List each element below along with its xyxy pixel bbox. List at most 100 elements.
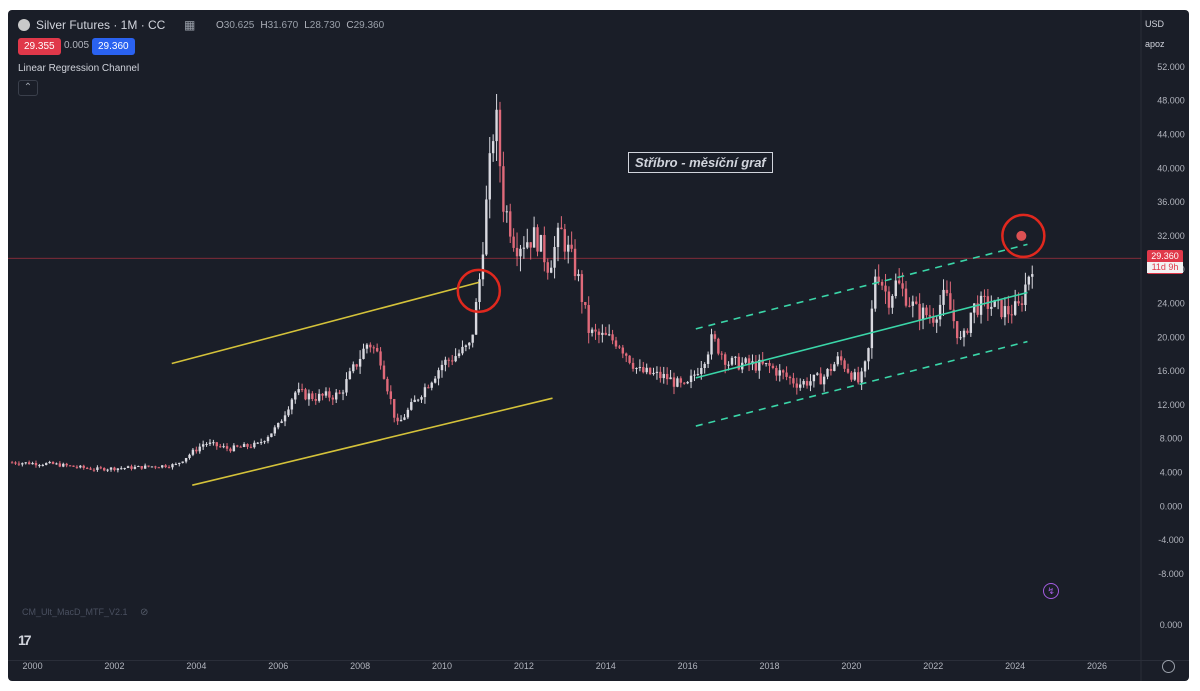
- candle-body: [543, 235, 546, 263]
- candle-body: [55, 463, 58, 465]
- y-tick-label: 0.000: [1160, 501, 1183, 511]
- candle-body: [423, 387, 427, 398]
- scale-mode-selector[interactable]: apoz: [1142, 36, 1183, 52]
- candle-body: [297, 389, 300, 393]
- candle-body: [645, 367, 648, 373]
- candle-body: [103, 467, 106, 471]
- candle-body: [502, 166, 505, 212]
- candle-body: [802, 381, 805, 385]
- y-tick-label: 16.000: [1157, 366, 1185, 376]
- candle-body: [857, 372, 860, 383]
- chevron-up-icon[interactable]: ⌃: [18, 80, 38, 96]
- candle-body: [38, 465, 41, 467]
- x-tick-label: 2018: [760, 661, 780, 671]
- candle-body: [113, 467, 116, 471]
- candle-body: [208, 442, 212, 444]
- candle-body: [679, 378, 683, 383]
- candle-body: [938, 304, 942, 320]
- tradingview-logo[interactable]: 17: [18, 632, 32, 648]
- candle-body: [229, 448, 232, 452]
- x-tick-label: 2000: [23, 661, 43, 671]
- candle-body: [949, 293, 952, 310]
- bolt-icon[interactable]: ↯: [1043, 583, 1059, 599]
- candle-body: [215, 442, 219, 447]
- price-tag-countdown: 11d 9h: [1147, 262, 1183, 273]
- candle-body: [884, 285, 887, 292]
- candle-body: [270, 433, 273, 438]
- candle-body: [747, 358, 751, 365]
- symbol-title[interactable]: Silver Futures · 1M · CC: [18, 18, 165, 32]
- candle-body: [764, 363, 768, 365]
- candle-body: [365, 344, 369, 349]
- candle-body: [17, 463, 21, 465]
- candle-body: [338, 392, 341, 394]
- four-squares-icon[interactable]: ▦: [184, 18, 196, 32]
- candle-body: [567, 244, 570, 252]
- x-tick-label: 2008: [350, 661, 370, 671]
- candle-body: [843, 360, 846, 369]
- candle-body: [109, 467, 113, 470]
- candle-body: [979, 295, 983, 315]
- candle-body: [594, 329, 597, 332]
- candle-body: [730, 357, 734, 365]
- candle-body: [348, 371, 352, 380]
- candle-body: [642, 367, 645, 373]
- regression-channel-line: [171, 281, 480, 365]
- ohlc-value-o: 30.625: [223, 20, 255, 31]
- candle-body: [471, 334, 474, 343]
- candle-body: [942, 289, 945, 305]
- candle-body: [812, 374, 816, 382]
- candle-body: [178, 462, 181, 465]
- candle-body: [546, 262, 549, 273]
- candle-body: [549, 267, 553, 273]
- indicator-label[interactable]: Linear Regression Channel: [18, 63, 140, 74]
- currency-selector[interactable]: USD: [1142, 16, 1183, 32]
- sell-price-button[interactable]: 29.355: [18, 38, 61, 55]
- candle-body: [723, 354, 727, 365]
- candle-body: [99, 467, 103, 469]
- candle-body: [317, 393, 321, 401]
- candle-body: [328, 391, 331, 398]
- candle-body: [908, 305, 911, 307]
- regression-channel-line: [695, 291, 1028, 379]
- price-chart[interactable]: 52.00048.00044.00040.00036.00032.00028.0…: [8, 10, 1189, 681]
- currency-label: USD: [1145, 19, 1165, 29]
- candle-body: [242, 444, 246, 448]
- candle-body: [485, 199, 488, 255]
- candle-body: [420, 397, 423, 400]
- ohlc-value-l: 28.730: [309, 20, 341, 31]
- candle-body: [290, 399, 294, 410]
- gear-icon[interactable]: [1162, 660, 1175, 673]
- y-tick-label: -4.000: [1158, 535, 1184, 545]
- eye-off-icon[interactable]: ⊘: [140, 607, 149, 618]
- candle-body: [232, 445, 236, 452]
- current-price-tag: 29.360 11d 9h: [1147, 250, 1183, 274]
- candle-body: [877, 276, 880, 282]
- candle-body: [952, 309, 955, 322]
- candle-body: [570, 244, 573, 249]
- candle-body: [921, 307, 925, 321]
- candle-body: [147, 465, 150, 467]
- candle-body: [891, 296, 894, 308]
- candle-body: [932, 316, 935, 323]
- candle-body: [672, 377, 676, 387]
- candle-body: [522, 247, 526, 249]
- candle-body: [897, 280, 901, 284]
- candle-body: [781, 370, 785, 373]
- candle-body: [386, 378, 389, 392]
- candle-body: [983, 295, 986, 297]
- ohlc-key-l: L: [304, 20, 310, 31]
- candle-body: [788, 376, 792, 379]
- candle-body: [1027, 276, 1031, 285]
- candle-body: [358, 358, 362, 367]
- ohlc-readout: O30.625 H31.670 L28.730 C29.360: [216, 20, 390, 31]
- chart-annotation[interactable]: Stříbro - měsíční graf: [628, 152, 773, 173]
- candle-body: [474, 302, 478, 335]
- buy-price-button[interactable]: 29.360: [92, 38, 135, 55]
- candle-body: [174, 464, 178, 466]
- sub-indicator-label[interactable]: CM_Ult_MacD_MTF_V2.1: [22, 607, 128, 617]
- candle-body: [587, 305, 590, 333]
- candle-body: [58, 463, 62, 467]
- candle-body: [969, 312, 973, 333]
- candle-body: [925, 307, 928, 316]
